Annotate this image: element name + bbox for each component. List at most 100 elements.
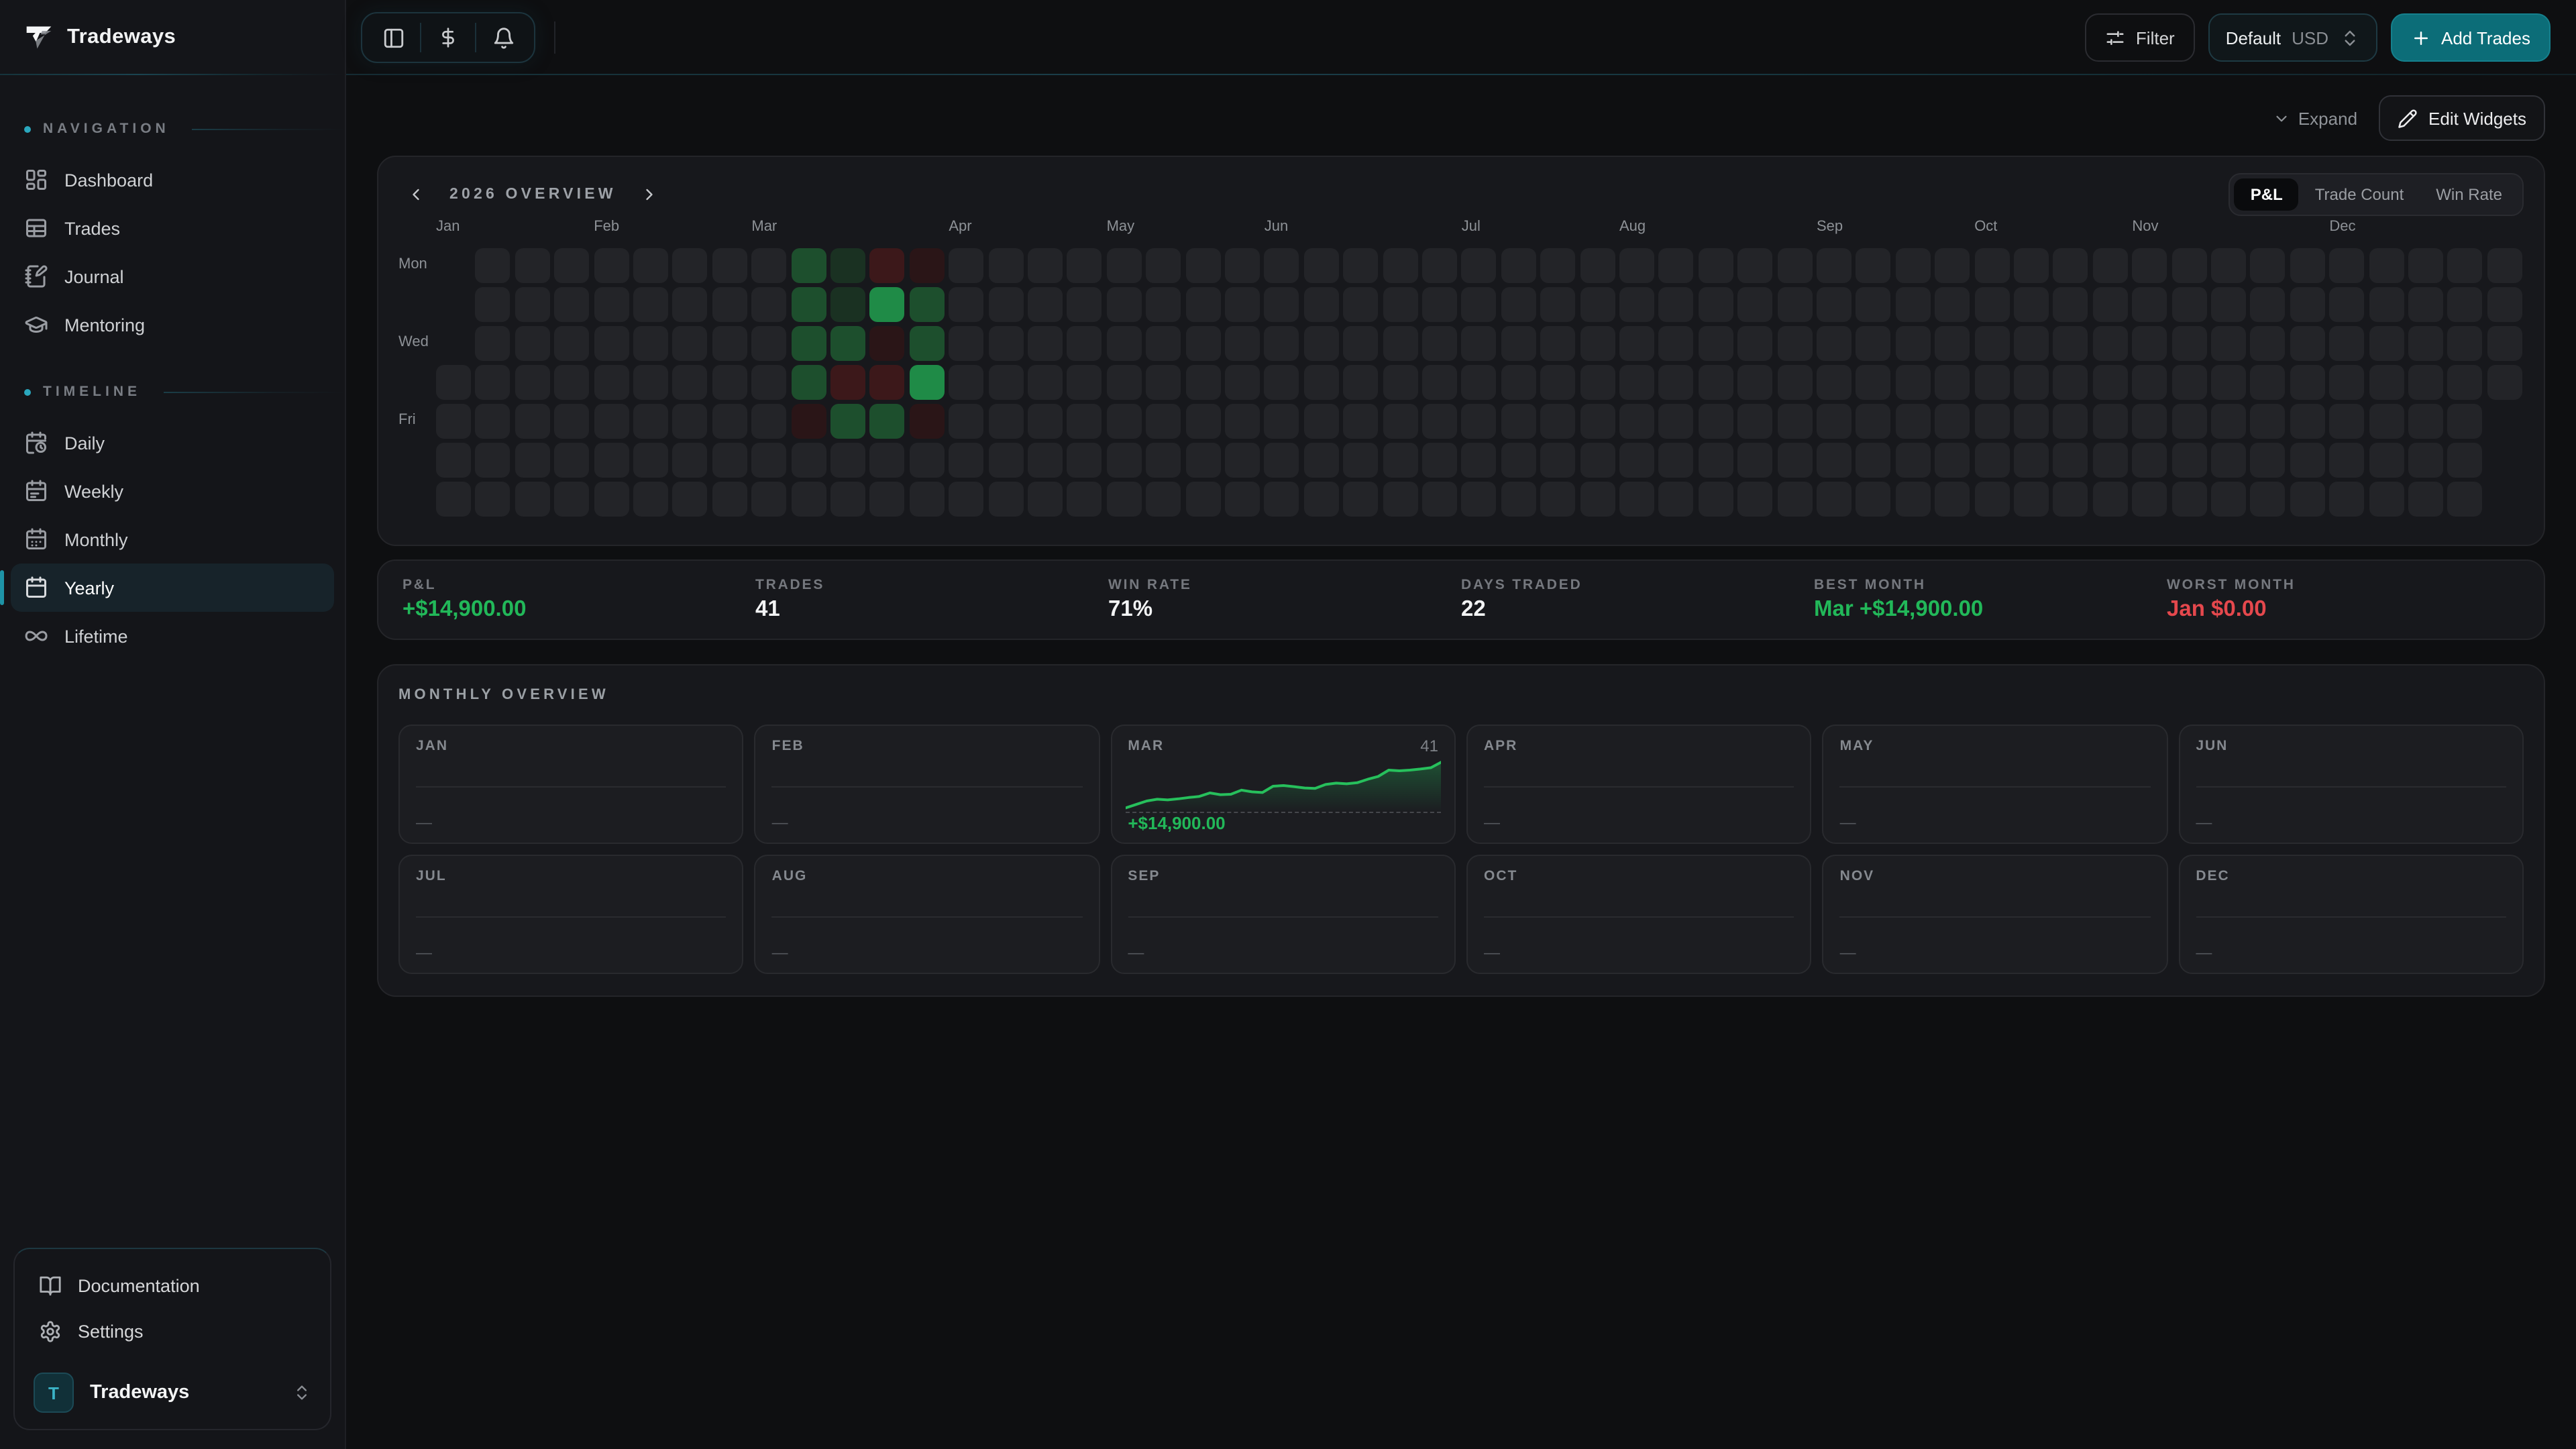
heatmap-cell[interactable] — [1895, 482, 1931, 517]
heatmap-cell[interactable] — [1619, 443, 1654, 478]
expand-toggle[interactable]: Expand — [2273, 108, 2357, 128]
heatmap-cell[interactable] — [1540, 482, 1576, 517]
heatmap-cell[interactable] — [1106, 482, 1142, 517]
heatmap-cell[interactable] — [2014, 287, 2049, 322]
heatmap-cell[interactable] — [949, 365, 984, 400]
heatmap-cell[interactable] — [1422, 248, 1457, 283]
heatmap-cell[interactable] — [988, 443, 1024, 478]
heatmap-cell[interactable] — [2329, 365, 2365, 400]
heatmap-cell[interactable] — [2171, 482, 2207, 517]
heatmap-cell[interactable] — [2211, 326, 2246, 361]
heatmap-cell[interactable] — [475, 248, 511, 283]
month-card-jan[interactable]: JAN — — [398, 724, 744, 844]
settings-link[interactable]: Settings — [25, 1308, 319, 1354]
heatmap-cell[interactable] — [1895, 248, 1931, 283]
heatmap-cell[interactable] — [1935, 404, 1970, 439]
heatmap-cell[interactable] — [1383, 248, 1418, 283]
heatmap-cell[interactable] — [672, 248, 708, 283]
month-card-oct[interactable]: OCT — — [1466, 855, 1812, 974]
sidebar-item-journal[interactable]: Journal — [11, 252, 334, 301]
heatmap-cell[interactable] — [1383, 326, 1418, 361]
heatmap-cell[interactable] — [1146, 482, 1181, 517]
heatmap-cell[interactable] — [2053, 404, 2088, 439]
heatmap-cell[interactable] — [633, 443, 668, 478]
heatmap-cell[interactable] — [594, 365, 629, 400]
heatmap-cell[interactable] — [1817, 248, 1851, 283]
heatmap-cell[interactable] — [672, 404, 708, 439]
heatmap-cell[interactable] — [436, 404, 471, 439]
month-card-dec[interactable]: DEC — — [2178, 855, 2524, 974]
heatmap-cell[interactable] — [1264, 443, 1299, 478]
heatmap-cell[interactable] — [2329, 326, 2365, 361]
heatmap-cell[interactable] — [1225, 404, 1260, 439]
heatmap-cell[interactable] — [594, 287, 629, 322]
heatmap-cell[interactable] — [1501, 248, 1536, 283]
heatmap-cell[interactable] — [751, 326, 787, 361]
heatmap-cell[interactable] — [1974, 326, 2010, 361]
heatmap-cell[interactable] — [2447, 248, 2483, 283]
heatmap-cell[interactable] — [791, 365, 826, 400]
heatmap-cell[interactable] — [2408, 443, 2443, 478]
heatmap-cell[interactable] — [1974, 248, 2010, 283]
heatmap-cell[interactable] — [1895, 365, 1931, 400]
heatmap-cell[interactable] — [475, 443, 511, 478]
heatmap-cell[interactable] — [2092, 287, 2128, 322]
heatmap-cell[interactable] — [1935, 443, 1970, 478]
heatmap-cell[interactable] — [2290, 482, 2325, 517]
heatmap-cell[interactable] — [2211, 404, 2246, 439]
heatmap-cell[interactable] — [1856, 482, 1891, 517]
heatmap-cell[interactable] — [712, 248, 747, 283]
heatmap-cell[interactable] — [554, 287, 590, 322]
heatmap-cell[interactable] — [2053, 287, 2088, 322]
notifications-bell-button[interactable] — [476, 17, 530, 58]
heatmap-cell[interactable] — [2053, 365, 2088, 400]
heatmap-cell[interactable] — [988, 248, 1024, 283]
account-switcher[interactable]: T Tradeways — [25, 1367, 319, 1413]
heatmap-cell[interactable] — [2250, 482, 2286, 517]
heatmap-cell[interactable] — [633, 287, 668, 322]
heatmap-cell[interactable] — [869, 365, 905, 400]
heatmap-cell[interactable] — [2290, 287, 2325, 322]
heatmap-cell[interactable] — [1658, 287, 1694, 322]
heatmap-cell[interactable] — [1343, 326, 1379, 361]
heatmap-cell[interactable] — [2447, 482, 2483, 517]
heatmap-cell[interactable] — [751, 365, 787, 400]
heatmap-cell[interactable] — [1540, 365, 1576, 400]
heatmap-cell[interactable] — [1106, 287, 1142, 322]
heatmap-cell[interactable] — [2408, 287, 2443, 322]
heatmap-cell[interactable] — [1737, 443, 1773, 478]
heatmap-cell[interactable] — [1225, 326, 1260, 361]
heatmap-cell[interactable] — [2250, 365, 2286, 400]
heatmap-cell[interactable] — [2369, 443, 2404, 478]
month-card-feb[interactable]: FEB — — [754, 724, 1100, 844]
heatmap-cell[interactable] — [1540, 248, 1576, 283]
heatmap-cell[interactable] — [1225, 365, 1260, 400]
heatmap-cell[interactable] — [830, 287, 865, 322]
heatmap-cell[interactable] — [1106, 326, 1142, 361]
heatmap-cell[interactable] — [594, 326, 629, 361]
heatmap-cell[interactable] — [1974, 365, 2010, 400]
heatmap-cell[interactable] — [672, 287, 708, 322]
heatmap-cell[interactable] — [869, 482, 905, 517]
heatmap-cell[interactable] — [2329, 248, 2365, 283]
heatmap-cell[interactable] — [909, 443, 945, 478]
heatmap-cell[interactable] — [1817, 443, 1851, 478]
heatmap-cell[interactable] — [1185, 326, 1221, 361]
heatmap-cell[interactable] — [436, 482, 471, 517]
heatmap-cell[interactable] — [909, 326, 945, 361]
heatmap-cell[interactable] — [1698, 248, 1733, 283]
heatmap-cell[interactable] — [2447, 326, 2483, 361]
heatmap-cell[interactable] — [1383, 443, 1418, 478]
heatmap-cell[interactable] — [1935, 326, 1970, 361]
heatmap-cell[interactable] — [1935, 482, 1970, 517]
heatmap-cell[interactable] — [1895, 326, 1931, 361]
heatmap-cell[interactable] — [1422, 404, 1457, 439]
heatmap-cell[interactable] — [1383, 365, 1418, 400]
heatmap-cell[interactable] — [1698, 482, 1733, 517]
heatmap-cell[interactable] — [1185, 482, 1221, 517]
heatmap-cell[interactable] — [712, 365, 747, 400]
heatmap-cell[interactable] — [1619, 482, 1654, 517]
heatmap-cell[interactable] — [1658, 326, 1694, 361]
heatmap-cell[interactable] — [1658, 248, 1694, 283]
heatmap-cell[interactable] — [830, 404, 865, 439]
